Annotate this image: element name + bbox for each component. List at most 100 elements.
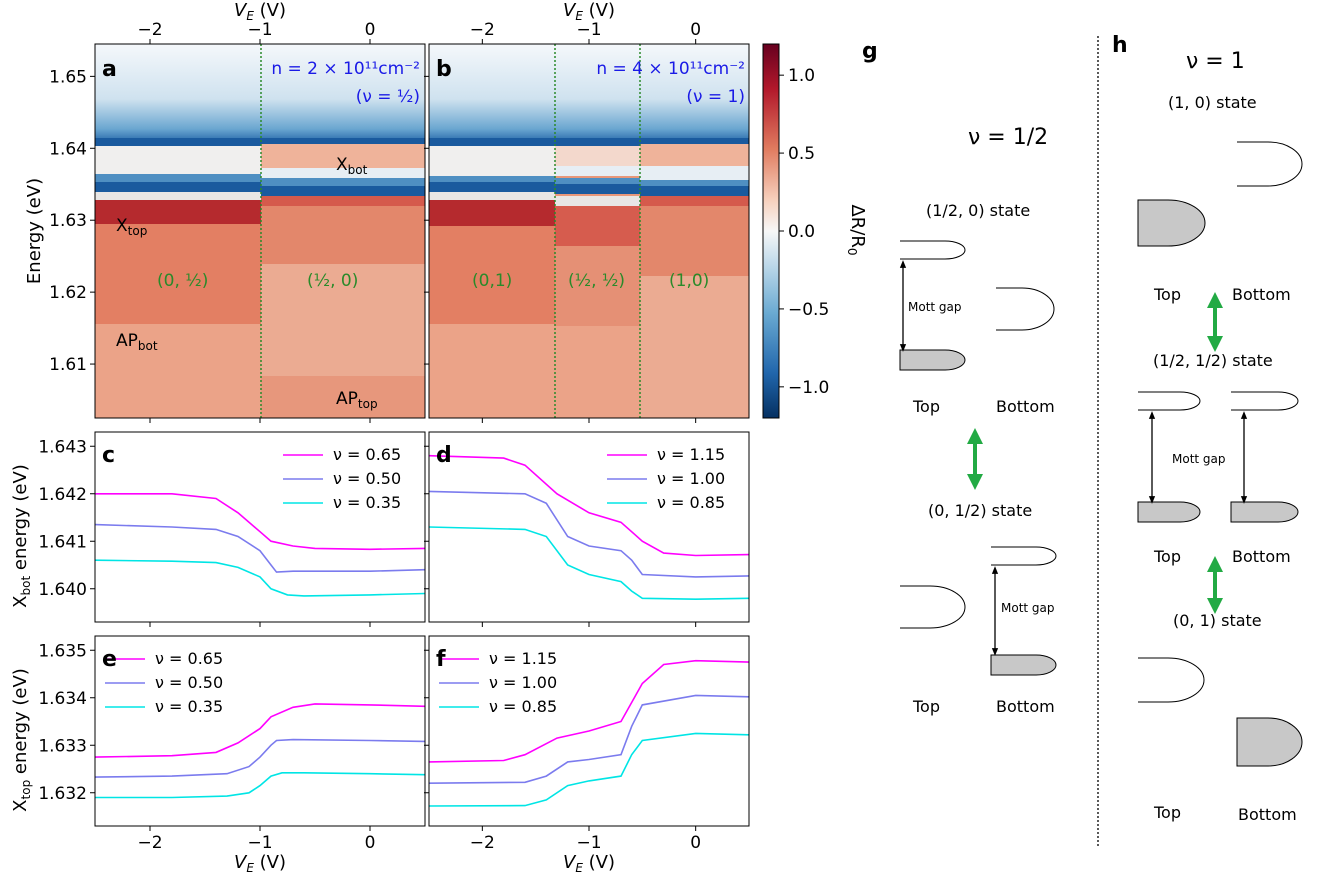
panel-label-g: g	[862, 39, 878, 64]
diagram-h-top-1: Top	[1153, 285, 1181, 304]
colorbar	[762, 43, 780, 419]
y-tick-label: 1.64	[49, 139, 87, 159]
diagram-h-bottom-3: Bottom	[1238, 805, 1297, 824]
legend-label: ν = 0.50	[155, 673, 223, 692]
heatmap-panel-a	[94, 43, 426, 419]
x-tick-label: −2	[137, 833, 162, 853]
band-top-upper-g1	[900, 240, 966, 260]
band-bottom-lower-h2	[1230, 501, 1299, 523]
panel-label-a: a	[102, 57, 117, 82]
diagram-h-state3: (0, 1) state	[1173, 611, 1262, 630]
legend-label: ν = 0.85	[489, 697, 557, 716]
band-bottom-upper-h2	[1231, 391, 1299, 411]
band-top-upper-h2	[1138, 391, 1201, 411]
series-line-f-0	[428, 659, 750, 763]
series-line-d-1	[428, 490, 750, 578]
density-label-a: n = 2 × 10¹¹cm⁻²	[271, 59, 420, 79]
colorbar-tick-label: 0.5	[788, 144, 815, 164]
apbot-label-a: APbot	[116, 331, 158, 353]
series-line-c-2	[94, 559, 426, 597]
state-label-a-right: (½, 0)	[307, 271, 358, 291]
diagram-h-bottom-2: Bottom	[1232, 547, 1291, 566]
legend-label: ν = 1.00	[489, 673, 557, 692]
panel-label-d: d	[436, 443, 452, 468]
line-panel-e: −2 −1 0 1.632 1.633 1.634 1.635 ν = 0.65 ν = 0.5…	[38, 635, 426, 853]
y-tick-label: 1.61	[49, 355, 87, 375]
band-bottom-h1	[1237, 141, 1303, 187]
xtop-label-a: Xtop	[116, 216, 147, 238]
band-bottom-upper-g2	[991, 546, 1057, 566]
panel-label-e: e	[102, 647, 117, 672]
diagram-h-state1: (1, 0) state	[1168, 93, 1257, 112]
state-label-a-left: (0, ½)	[157, 271, 208, 291]
colorbar-tick-label: −1.0	[788, 378, 829, 398]
panel-label-h: h	[1112, 33, 1128, 58]
series-line-e-2	[95, 772, 426, 799]
top-x-tick-label: 0	[690, 20, 701, 40]
diagram-h-state2: (1/2, 1/2) state	[1153, 351, 1273, 370]
y-tick-label: 1.640	[38, 580, 87, 600]
series-line-c-1	[94, 523, 426, 573]
bottom-xlabel-e: VE (V)	[234, 852, 286, 875]
colorbar-tick-label: −0.5	[788, 300, 829, 320]
filling-label-a: (ν = ½)	[356, 87, 420, 107]
top-x-tick-label: −1	[247, 20, 272, 40]
diagram-h: h ν = 1 (1, 0) state Top Bottom (1/2, 1/…	[1112, 33, 1303, 824]
band-top-g2	[900, 585, 966, 629]
diagram-g-bottom-1: Bottom	[996, 397, 1055, 416]
band-top-lower-h2	[1137, 501, 1201, 523]
diagram-g-bottom-2: Bottom	[996, 697, 1055, 716]
diagram-g-top-1: Top	[912, 397, 940, 416]
density-label-b: n = 4 × 10¹¹cm⁻²	[596, 59, 745, 79]
ylabel-energy: Energy (eV)	[24, 178, 45, 284]
state-label-b-mid: (½, ½)	[568, 271, 625, 291]
diagram-h-title: ν = 1	[1186, 49, 1245, 74]
y-tick-label: 1.643	[38, 437, 87, 457]
band-bottom-h3	[1236, 717, 1303, 767]
ylabel-xtop: Xtop energy (eV)	[10, 668, 33, 812]
band-top-h1	[1137, 199, 1206, 247]
y-tick-label: 1.63	[49, 211, 87, 231]
top-x-tick-label: −2	[470, 20, 495, 40]
panel-label-b: b	[436, 57, 452, 82]
line-panel-d: ν = 1.15 ν = 1.00 ν = 0.85	[424, 431, 750, 627]
state-label-b-left: (0,1)	[472, 271, 512, 291]
diagram-g-state2: (0, 1/2) state	[928, 501, 1032, 520]
y-tick-label: 1.641	[38, 532, 87, 552]
series-line-d-2	[428, 526, 750, 601]
colorbar-label: ΔR/R0	[845, 204, 868, 255]
diagram-h-top-2: Top	[1153, 547, 1181, 566]
heatmap-panel-b	[428, 43, 750, 419]
y-tick-label: 1.65	[49, 67, 87, 87]
aptop-label-a: APtop	[336, 389, 378, 411]
band-top-h3	[1138, 657, 1205, 703]
top-x-tick-label: 0	[365, 20, 376, 40]
legend-label: ν = 0.50	[333, 469, 401, 488]
diagram-g-title: ν = 1/2	[968, 125, 1048, 150]
x-tick-label: 0	[690, 833, 701, 853]
line-panel-f: −2 −1 0 ν = 1.15 ν = 1.00 ν = 0.85	[424, 635, 750, 853]
bottom-xlabel-f: VE (V)	[563, 852, 615, 875]
diagram-h-bottom-1: Bottom	[1232, 285, 1291, 304]
series-line-d-0	[428, 454, 750, 557]
colorbar-ticks: 1.0 0.5 0.0 −0.5 −1.0	[779, 66, 829, 398]
series-line-e-1	[94, 738, 426, 778]
y-tick-label: 1.635	[38, 641, 87, 661]
band-top-lower-g1	[899, 349, 966, 371]
legend-label: ν = 0.35	[333, 493, 401, 512]
colorbar-tick-label: 0.0	[788, 222, 815, 242]
y-tick-label: 1.633	[38, 736, 87, 756]
xbot-label-a: Xbot	[336, 155, 368, 177]
filling-label-b: (ν = 1)	[686, 87, 745, 107]
legend-label: ν = 1.15	[489, 649, 557, 668]
series-line-f-2	[428, 732, 750, 807]
x-tick-label: −1	[576, 833, 601, 853]
diagram-g: g ν = 1/2 (1/2, 0) state Mott gap Top Bo…	[862, 39, 1057, 716]
state-label-b-right: (1,0)	[669, 271, 709, 291]
mott-label-g1: Mott gap	[908, 300, 962, 314]
y-tick-label: 1.632	[38, 784, 87, 804]
top-xlabel-a: VE (V)	[234, 0, 286, 23]
legend-label: ν = 1.00	[657, 469, 725, 488]
panel-label-c: c	[102, 443, 115, 468]
